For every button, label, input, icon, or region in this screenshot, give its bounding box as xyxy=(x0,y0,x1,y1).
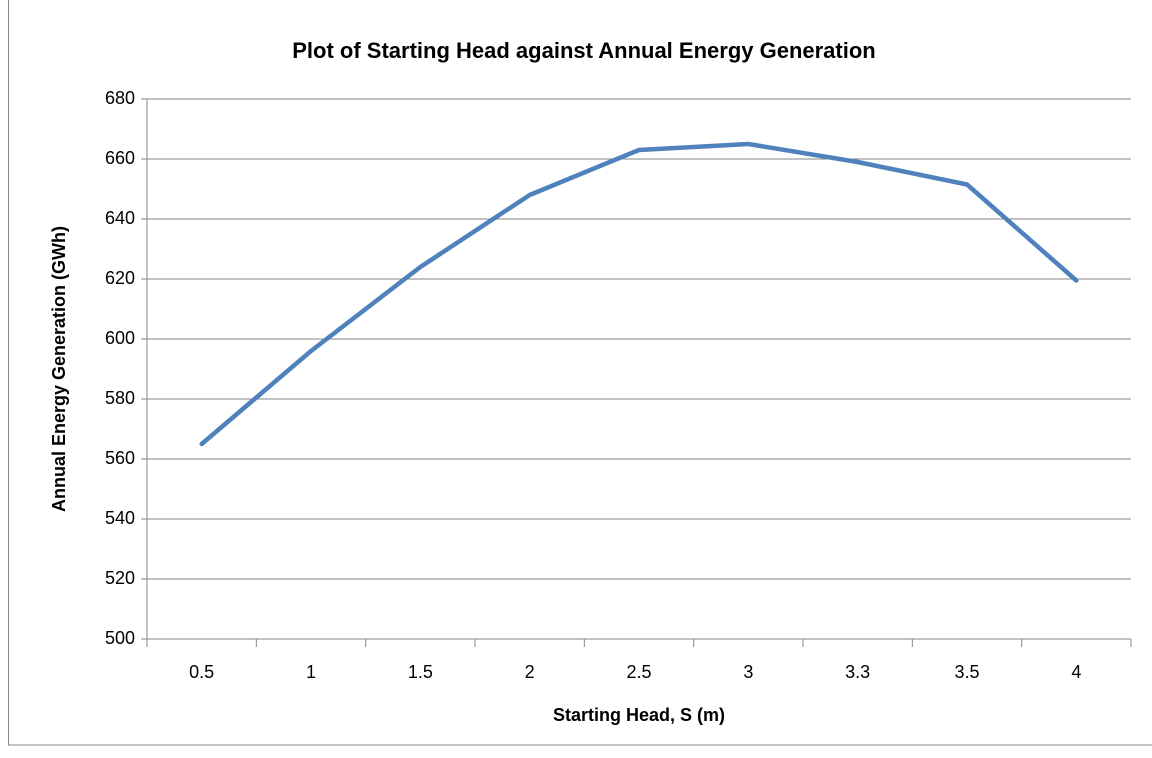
y-tick-label: 540 xyxy=(105,508,135,528)
y-tick-label: 560 xyxy=(105,448,135,468)
y-axis-label: Annual Energy Generation (GWh) xyxy=(49,226,69,512)
x-tick-label: 3 xyxy=(743,662,753,682)
y-tick-label: 600 xyxy=(105,328,135,348)
chart-title: Plot of Starting Head against Annual Ene… xyxy=(292,38,875,63)
y-tick-label: 500 xyxy=(105,628,135,648)
x-tick-label: 2 xyxy=(525,662,535,682)
x-tick-label: 4 xyxy=(1071,662,1081,682)
y-tick-label: 640 xyxy=(105,208,135,228)
y-tick-label: 520 xyxy=(105,568,135,588)
x-axis-label: Starting Head, S (m) xyxy=(553,705,725,725)
x-tick-label: 1.5 xyxy=(408,662,433,682)
y-tick-label: 620 xyxy=(105,268,135,288)
x-tick-label: 2.5 xyxy=(626,662,651,682)
x-tick-label: 3.5 xyxy=(954,662,979,682)
y-tick-label: 680 xyxy=(105,88,135,108)
data-line xyxy=(199,141,1079,447)
y-tick-label: 580 xyxy=(105,388,135,408)
chart-border xyxy=(8,0,1152,746)
x-tick-label: 1 xyxy=(306,662,316,682)
x-tick-label: 3.3 xyxy=(845,662,870,682)
x-tick-label: 0.5 xyxy=(189,662,214,682)
y-tick-label: 660 xyxy=(105,148,135,168)
